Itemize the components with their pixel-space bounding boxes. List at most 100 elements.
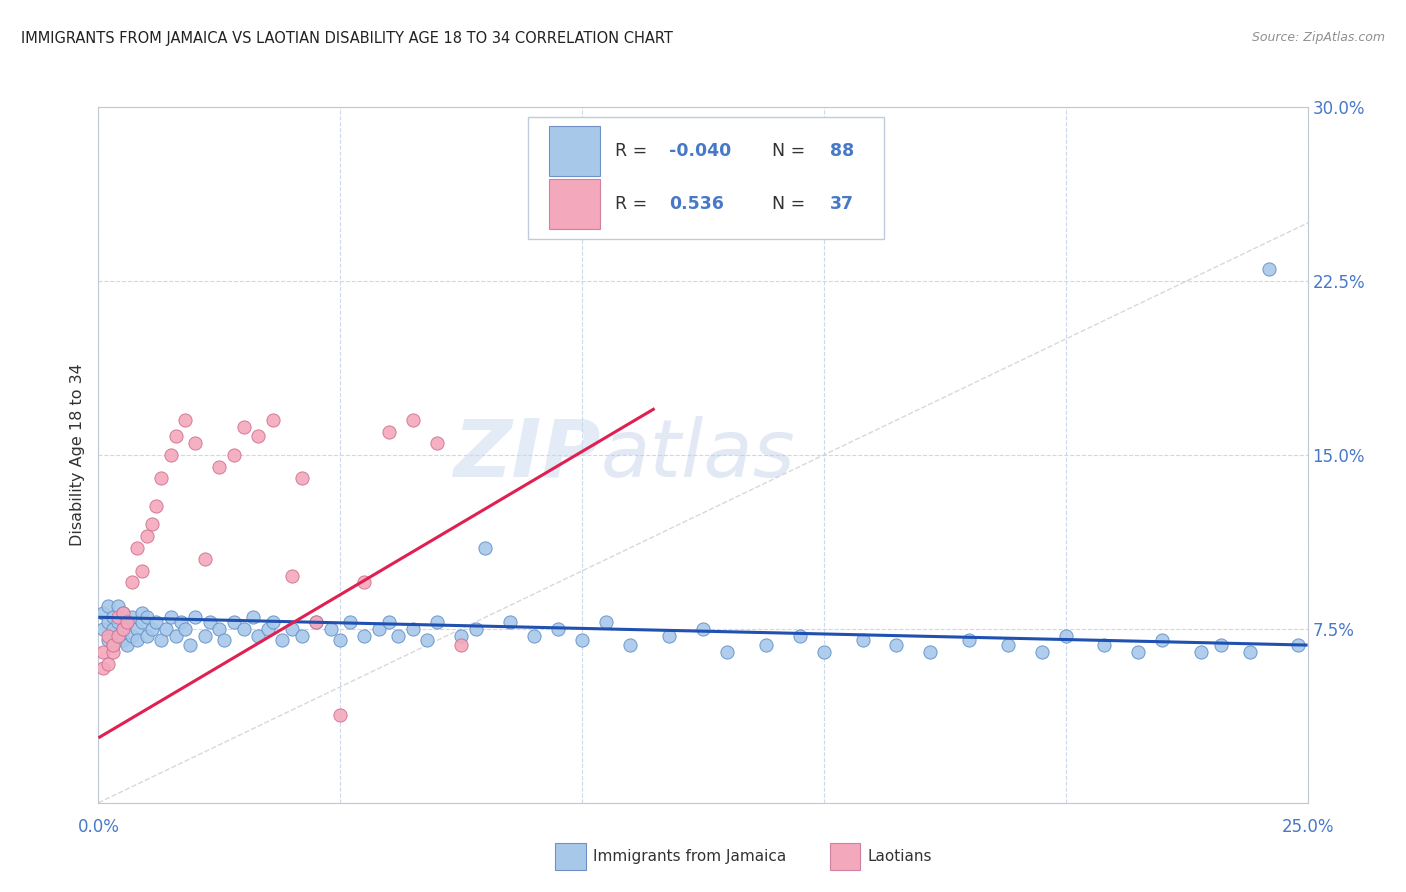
Point [121,629,143,643]
Point [281,568,304,582]
Point [174,413,197,427]
Point [194,552,217,566]
Point [97,629,120,643]
Point [290,629,312,643]
Point [247,629,270,643]
Point [121,610,143,624]
Point [402,622,425,636]
Point [107,629,129,643]
Point [135,610,157,624]
Point [150,633,173,648]
Point [571,633,593,648]
Point [242,610,264,624]
Point [91,622,114,636]
Point [208,459,231,474]
Point [997,638,1019,652]
Point [339,615,361,629]
Point [619,638,641,652]
Point [212,633,235,648]
Text: IMMIGRANTS FROM JAMAICA VS LAOTIAN DISABILITY AGE 18 TO 34 CORRELATION CHART: IMMIGRANTS FROM JAMAICA VS LAOTIAN DISAB… [21,31,673,46]
Point [813,645,835,659]
Point [117,615,139,629]
Point [107,599,129,613]
Point [232,622,254,636]
Point [101,638,124,652]
Point [101,622,124,636]
Point [377,425,399,439]
Point [160,448,183,462]
Point [111,606,134,620]
Point [131,615,153,629]
Point [97,657,120,671]
Point [97,633,120,648]
Point [150,471,173,485]
Point [329,633,352,648]
FancyBboxPatch shape [527,118,884,239]
Point [184,610,207,624]
Point [256,622,278,636]
Point [319,622,342,636]
Point [329,707,352,722]
Point [692,622,714,636]
Point [377,615,399,629]
Point [135,529,157,543]
Text: Immigrants from Jamaica: Immigrants from Jamaica [593,849,786,863]
Point [91,606,114,620]
Point [101,638,124,652]
Point [426,615,449,629]
Point [387,629,409,643]
Point [198,615,221,629]
Point [184,436,207,450]
Text: 37: 37 [830,195,853,213]
Point [141,517,163,532]
Text: R =: R = [614,195,652,213]
Point [353,629,375,643]
Point [450,629,472,643]
Point [141,622,163,636]
Point [131,606,153,620]
Point [498,615,520,629]
Point [107,610,129,624]
Point [179,638,201,652]
Text: 25.0%: 25.0% [1281,818,1334,836]
Point [305,615,328,629]
Point [127,633,149,648]
Point [271,633,294,648]
Text: 0.0%: 0.0% [77,818,120,836]
Point [111,633,134,648]
Point [523,629,546,643]
Point [716,645,738,659]
Point [1286,638,1309,652]
Point [131,564,153,578]
Point [111,622,134,636]
Point [222,615,245,629]
Point [595,615,617,629]
Point [247,429,270,443]
Point [145,499,167,513]
Text: 0.536: 0.536 [669,195,724,213]
Point [262,615,284,629]
Text: R =: R = [614,142,652,160]
Point [101,645,124,659]
Point [1152,633,1174,648]
Point [97,615,120,629]
Point [1094,638,1116,652]
Point [547,622,569,636]
Text: ZIP: ZIP [453,416,600,494]
Point [957,633,980,648]
Bar [550,179,600,229]
Point [169,615,191,629]
Point [755,638,778,652]
Point [305,615,328,629]
Text: N =: N = [772,142,811,160]
Point [416,633,439,648]
Point [852,633,875,648]
Point [155,622,177,636]
Point [101,610,124,624]
Bar [550,126,600,176]
Point [222,448,245,462]
Point [91,645,114,659]
Point [145,615,167,629]
Text: atlas: atlas [600,416,794,494]
Point [160,610,183,624]
